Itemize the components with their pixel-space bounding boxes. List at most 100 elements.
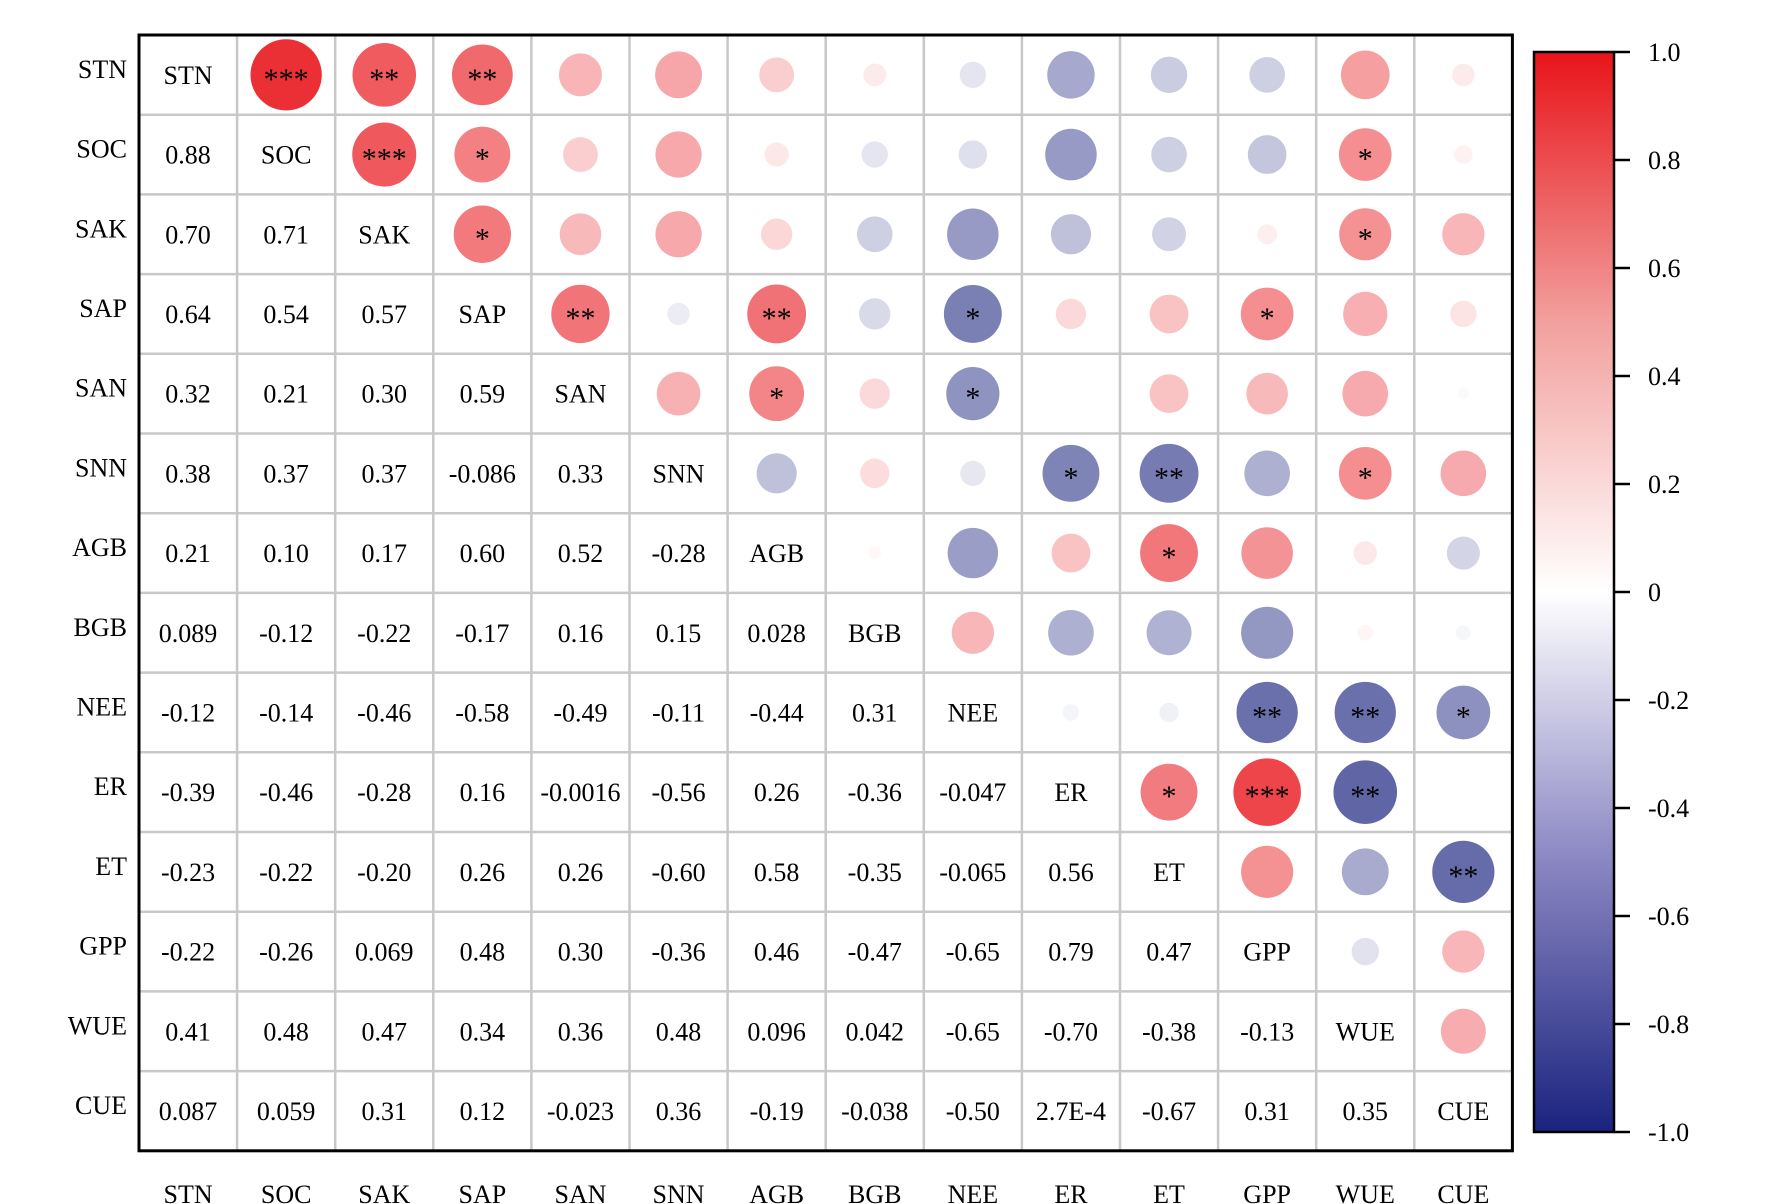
corr-circle-SAP-GPP [1240,287,1294,341]
sig-mark-NEE-WUE: ** [1350,700,1380,733]
col-label-ER: ER [1054,1180,1088,1204]
corr-circle-SAP-SNN [667,302,690,326]
corr-value-NEE-BGB: 0.31 [852,698,898,727]
corr-value-CUE-STN: 0.087 [159,1097,218,1126]
sig-mark-SOC-SAP: * [475,143,490,176]
corr-circle-SAN-ER [1069,392,1073,396]
sig-mark-ER-ET: * [1162,780,1177,813]
colorbar-tick-label: 0.2 [1648,470,1681,499]
corr-value-SAK-STN: 0.70 [165,220,211,249]
corr-value-WUE-NEE: -0.65 [946,1017,1000,1046]
corr-value-ET-SOC: -0.22 [259,858,313,887]
corr-value-CUE-AGB: -0.19 [750,1097,804,1126]
colorbar-tick-label: -0.2 [1648,686,1689,715]
row-label-WUE: WUE [68,1011,127,1040]
sig-mark-ER-WUE: ** [1350,780,1380,813]
plot-border [137,33,1514,1153]
corr-value-ER-SAN: -0.0016 [540,778,620,807]
sig-mark-STN-SAK: ** [369,63,399,96]
corr-value-BGB-STN: 0.089 [159,619,218,648]
sig-mark-ET-CUE: ** [1448,860,1478,893]
corr-circle-BGB-ET [1146,610,1192,656]
row-label-SOC: SOC [76,135,127,164]
corr-circle-SAN-NEE [946,367,1000,421]
col-label-SAN: SAN [554,1180,606,1204]
corr-value-SAN-SOC: 0.21 [263,380,309,409]
corr-value-BGB-SNN: 0.15 [656,619,702,648]
corr-circle-AGB-CUE [1446,536,1480,570]
sig-mark-SOC-SAK: *** [362,143,407,176]
corr-value-SAN-STN: 0.32 [165,380,211,409]
corr-circle-SOC-BGB [861,141,888,168]
sig-mark-SAP-NEE: * [965,302,980,335]
corr-circle-SOC-ET [1151,136,1187,173]
corr-value-WUE-STN: 0.41 [165,1017,211,1046]
corr-value-NEE-STN: -0.12 [161,698,215,727]
col-label-WUE: WUE [1336,1180,1395,1204]
corr-circle-GPP-WUE [1351,937,1379,966]
corr-circle-NEE-GPP [1236,681,1298,744]
corr-circle-SAP-ET [1149,294,1189,334]
corr-circle-SOC-WUE [1338,128,1392,181]
sig-mark-ER-GPP: *** [1245,780,1290,813]
corr-value-WUE-ET: -0.38 [1142,1017,1196,1046]
col-label-STN: STN [163,1180,212,1204]
sig-mark-STN-SOC: *** [264,63,309,96]
corr-circle-SOC-SNN [655,131,702,178]
row-label-SAK: SAK [75,214,127,243]
corr-value-GPP-SNN: -0.36 [651,938,705,967]
sig-mark-SAP-AGB: ** [762,302,792,335]
corr-circle-SOC-SAK [352,122,417,187]
corr-circle-AGB-ET [1140,524,1198,582]
corr-value-WUE-SNN: 0.48 [656,1017,702,1046]
sig-mark-SAP-SAN: ** [565,302,595,335]
row-label-SAN: SAN [75,374,127,403]
sig-mark-SAK-SAP: * [475,222,490,255]
corr-circle-SNN-BGB [860,458,890,489]
grid-layer [137,33,1514,1153]
diag-label-SAN: SAN [554,380,606,409]
corr-circle-STN-ET [1150,56,1188,94]
corr-circle-NEE-ET [1159,702,1179,723]
sig-mark-NEE-GPP: ** [1252,700,1282,733]
corr-circle-STN-CUE [1452,63,1475,87]
corr-value-BGB-SAP: -0.17 [455,619,509,648]
corr-value-BGB-SAK: -0.22 [357,619,411,648]
corr-circle-BGB-NEE [951,611,995,654]
corr-circle-STN-WUE [1340,50,1390,100]
diag-label-ER: ER [1054,778,1088,807]
col-label-NEE: NEE [948,1180,999,1204]
corr-value-GPP-SAK: 0.069 [355,938,414,967]
corr-value-AGB-SAN: 0.52 [558,539,604,568]
corr-value-ET-STN: -0.23 [161,858,215,887]
corr-value-ET-ER: 0.56 [1048,858,1094,887]
diag-label-SOC: SOC [261,141,312,170]
corr-circle-SAP-WUE [1343,291,1388,337]
sig-mark-STN-SAP: ** [467,63,497,96]
corr-circle-AGB-NEE [947,527,999,579]
corr-value-ER-STN: -0.39 [161,778,215,807]
corr-circle-ET-GPP [1241,845,1294,898]
corr-value-GPP-AGB: 0.46 [754,938,800,967]
corr-value-NEE-SAP: -0.58 [455,698,509,727]
corr-circle-SOC-SAP [454,126,511,183]
corr-value-CUE-WUE: 0.35 [1343,1097,1389,1126]
corr-value-SNN-SAP: -0.086 [449,459,516,488]
corr-circle-ET-WUE [1341,848,1389,896]
colorbar-tick-label: 0.6 [1648,254,1681,283]
corr-circle-AGB-ER [1051,533,1091,573]
diag-label-GPP: GPP [1243,938,1291,967]
corr-circle-SAP-NEE [943,285,1002,343]
corr-circle-BGB-GPP [1241,606,1294,659]
col-label-GPP: GPP [1243,1180,1291,1204]
sig-mark-SAN-NEE: * [965,382,980,415]
corr-circle-STN-SAK [352,43,417,107]
colorbar-tick-label: -0.6 [1648,902,1689,931]
row-label-ET: ET [95,852,127,881]
corr-value-SAP-STN: 0.64 [165,300,211,329]
corr-value-ER-SAK: -0.28 [357,778,411,807]
row-label-GPP: GPP [79,932,127,961]
corr-circle-SOC-AGB [764,142,789,167]
corr-value-ET-SAN: 0.26 [558,858,604,887]
